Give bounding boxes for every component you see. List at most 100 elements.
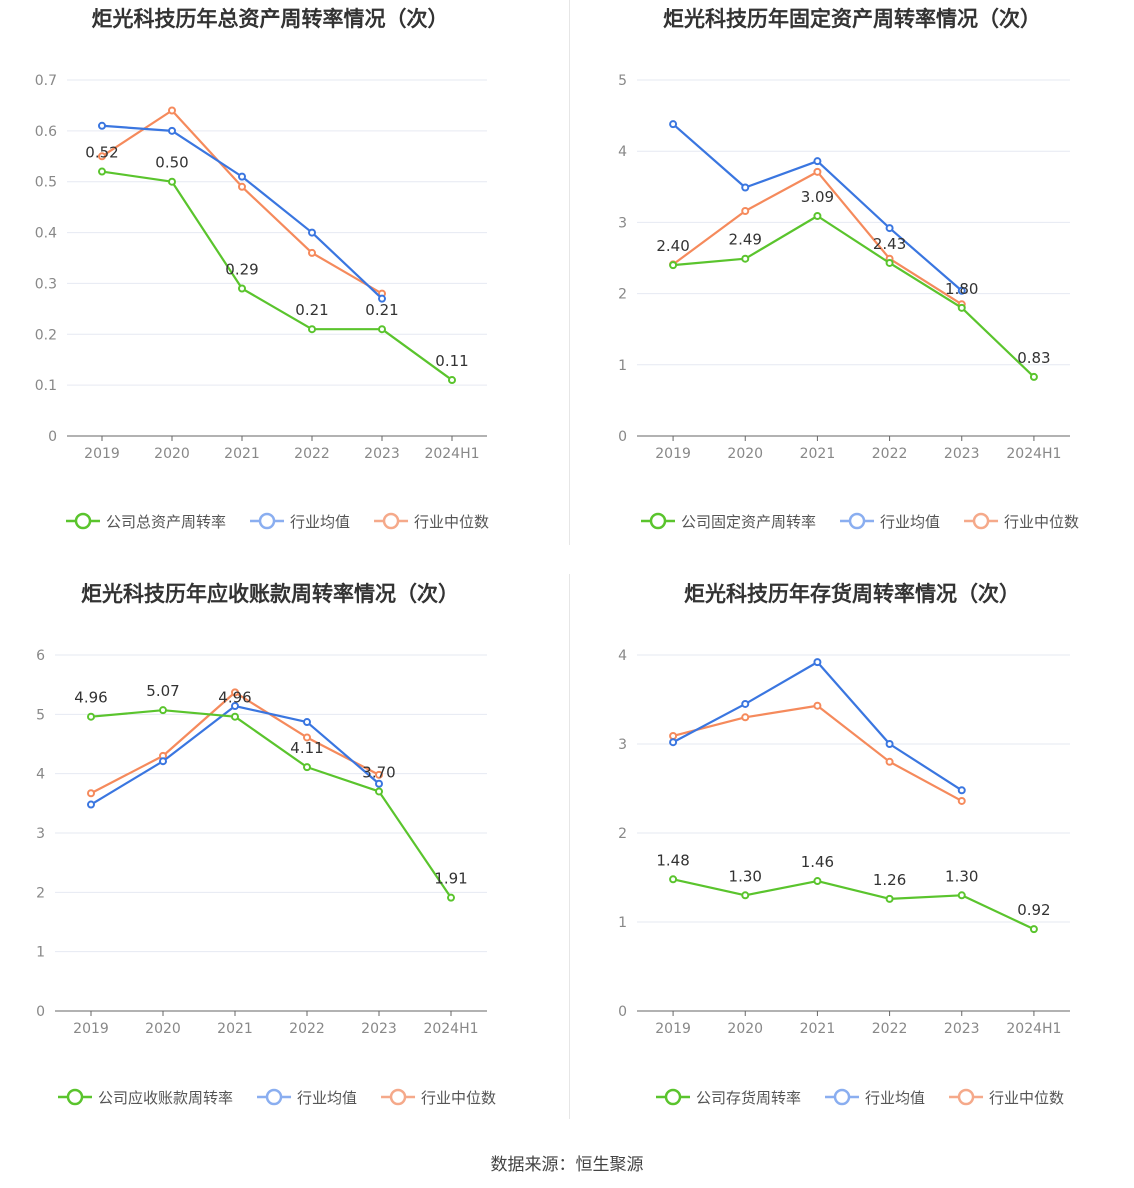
data-point-industry-median bbox=[813, 701, 822, 710]
legend-label: 公司固定资产周转率 bbox=[681, 513, 816, 531]
data-label: 4.96 bbox=[74, 689, 107, 707]
legend-marker-icon bbox=[957, 1088, 975, 1106]
y-tick-label: 3 bbox=[36, 826, 45, 842]
legend-marker-icon bbox=[833, 1088, 851, 1106]
data-source-note: 数据来源：恒生聚源 bbox=[490, 1155, 644, 1175]
y-tick-label: 0 bbox=[618, 1004, 627, 1020]
data-label: 0.11 bbox=[435, 352, 468, 370]
data-point-company bbox=[303, 763, 311, 772]
legend-item-industry-avg: 行业均值 bbox=[825, 1088, 925, 1107]
y-tick-label: 0 bbox=[36, 1004, 45, 1020]
data-point-company bbox=[159, 706, 167, 715]
data-label: 2.43 bbox=[873, 235, 906, 253]
data-label: 1.30 bbox=[729, 867, 762, 885]
data-label: 1.30 bbox=[945, 867, 978, 885]
x-tick-label: 2020 bbox=[727, 1021, 763, 1037]
data-point-company bbox=[957, 303, 966, 312]
data-point-industry-median bbox=[238, 182, 246, 191]
legend-item-industry-median: 行业中位数 bbox=[964, 512, 1079, 531]
data-point-industry-avg bbox=[669, 120, 678, 129]
data-point-industry-avg bbox=[741, 699, 750, 708]
x-tick-label: 2023 bbox=[364, 446, 400, 462]
x-tick-label: 2020 bbox=[727, 446, 763, 462]
legend-item-company: 公司存货周转率 bbox=[656, 1088, 801, 1107]
data-point-industry-avg bbox=[231, 702, 239, 711]
legend-label: 行业中位数 bbox=[414, 513, 489, 531]
chart-fixed-asset-turnover: 炬光科技历年固定资产周转率情况（次） 0 1 2 3 4 5 2019 2020 2021 2022… bbox=[567, 0, 1134, 576]
y-tick-label: 3 bbox=[618, 737, 627, 753]
x-tick-label: 2022 bbox=[872, 1021, 908, 1037]
legend-marker-icon bbox=[848, 512, 866, 530]
data-point-industry-avg bbox=[168, 126, 176, 135]
data-point-industry-avg bbox=[813, 157, 822, 166]
data-point-industry-median bbox=[957, 796, 966, 805]
y-tick-label: 0.4 bbox=[35, 226, 57, 242]
data-point-industry-avg bbox=[957, 286, 966, 295]
data-label: 3.09 bbox=[801, 188, 834, 206]
legend-marker-icon bbox=[66, 1088, 84, 1106]
data-point-company bbox=[168, 177, 176, 186]
legend-item-company: 公司固定资产周转率 bbox=[641, 512, 816, 531]
data-point-industry-avg bbox=[813, 658, 822, 667]
data-point-industry-median bbox=[168, 106, 176, 115]
chart-title: 炬光科技历年总资产周转率情况（次） bbox=[92, 7, 449, 31]
data-label: 1.91 bbox=[434, 870, 467, 888]
y-tick-label: 4 bbox=[618, 648, 627, 664]
data-point-company bbox=[375, 787, 383, 796]
legend-label: 行业均值 bbox=[290, 513, 350, 531]
chart-title: 炬光科技历年应收账款周转率情况（次） bbox=[81, 582, 459, 606]
data-point-industry-median bbox=[885, 757, 894, 766]
legend-item-company: 公司应收账款周转率 bbox=[58, 1088, 233, 1107]
data-label: 5.07 bbox=[146, 682, 179, 700]
legend-marker-icon bbox=[389, 1088, 407, 1106]
data-label: 0.52 bbox=[85, 144, 118, 162]
y-tick-label: 0 bbox=[618, 429, 627, 445]
data-point-industry-avg bbox=[669, 738, 678, 747]
data-point-industry-avg bbox=[957, 786, 966, 795]
series-line-industry-avg bbox=[672, 661, 963, 792]
divider-bottom bbox=[569, 574, 570, 1119]
data-point-industry-median bbox=[813, 167, 822, 176]
data-point-industry-avg bbox=[375, 779, 383, 788]
data-point-industry-avg bbox=[885, 740, 894, 748]
series-line-industry-avg bbox=[672, 123, 963, 292]
data-point-company bbox=[87, 712, 95, 721]
y-tick-label: 0 bbox=[48, 429, 57, 445]
data-point-company bbox=[98, 167, 106, 176]
x-tick-label: 2023 bbox=[944, 1021, 980, 1037]
data-point-company bbox=[885, 894, 894, 903]
legend-label: 行业均值 bbox=[297, 1089, 357, 1107]
legend-marker-icon bbox=[972, 512, 990, 530]
legend-label: 公司总资产周转率 bbox=[106, 513, 226, 531]
legend-item-industry-avg: 行业均值 bbox=[840, 512, 940, 531]
data-label: 0.29 bbox=[225, 261, 258, 279]
x-tick-label: 2023 bbox=[944, 446, 980, 462]
data-label: 0.92 bbox=[1017, 901, 1050, 919]
y-tick-label: 2 bbox=[36, 885, 45, 901]
data-point-company bbox=[669, 875, 678, 884]
y-tick-label: 6 bbox=[36, 648, 45, 664]
data-point-company bbox=[1029, 925, 1038, 934]
y-tick-label: 4 bbox=[618, 144, 627, 160]
chart-svg: 炬光科技历年总资产周转率情况（次） 0 0.1 0.2 0.3 0.4 0.5 0.6 0.7 2… bbox=[35, 7, 489, 531]
x-tick-label: 2020 bbox=[154, 446, 190, 462]
legend-item-industry-median: 行业中位数 bbox=[949, 1088, 1064, 1107]
data-point-company bbox=[308, 325, 316, 334]
legend-label: 公司应收账款周转率 bbox=[98, 1089, 233, 1107]
series-line-industry-avg bbox=[90, 704, 380, 806]
y-tick-label: 1 bbox=[618, 915, 627, 931]
x-tick-label: 2024H1 bbox=[1006, 446, 1061, 462]
y-tick-label: 0.6 bbox=[35, 124, 57, 140]
chart-title: 炬光科技历年固定资产周转率情况（次） bbox=[663, 7, 1041, 31]
data-point-company bbox=[813, 211, 822, 220]
y-tick-label: 2 bbox=[618, 826, 627, 842]
x-tick-label: 2019 bbox=[84, 446, 120, 462]
data-point-industry-median bbox=[87, 789, 95, 798]
series-line-company bbox=[101, 170, 453, 381]
y-tick-label: 5 bbox=[36, 707, 45, 723]
legend-label: 公司存货周转率 bbox=[696, 1089, 801, 1107]
data-label: 1.80 bbox=[945, 280, 978, 298]
data-point-company bbox=[447, 893, 455, 902]
data-point-industry-median bbox=[741, 207, 750, 216]
data-label: 0.83 bbox=[1017, 349, 1050, 367]
